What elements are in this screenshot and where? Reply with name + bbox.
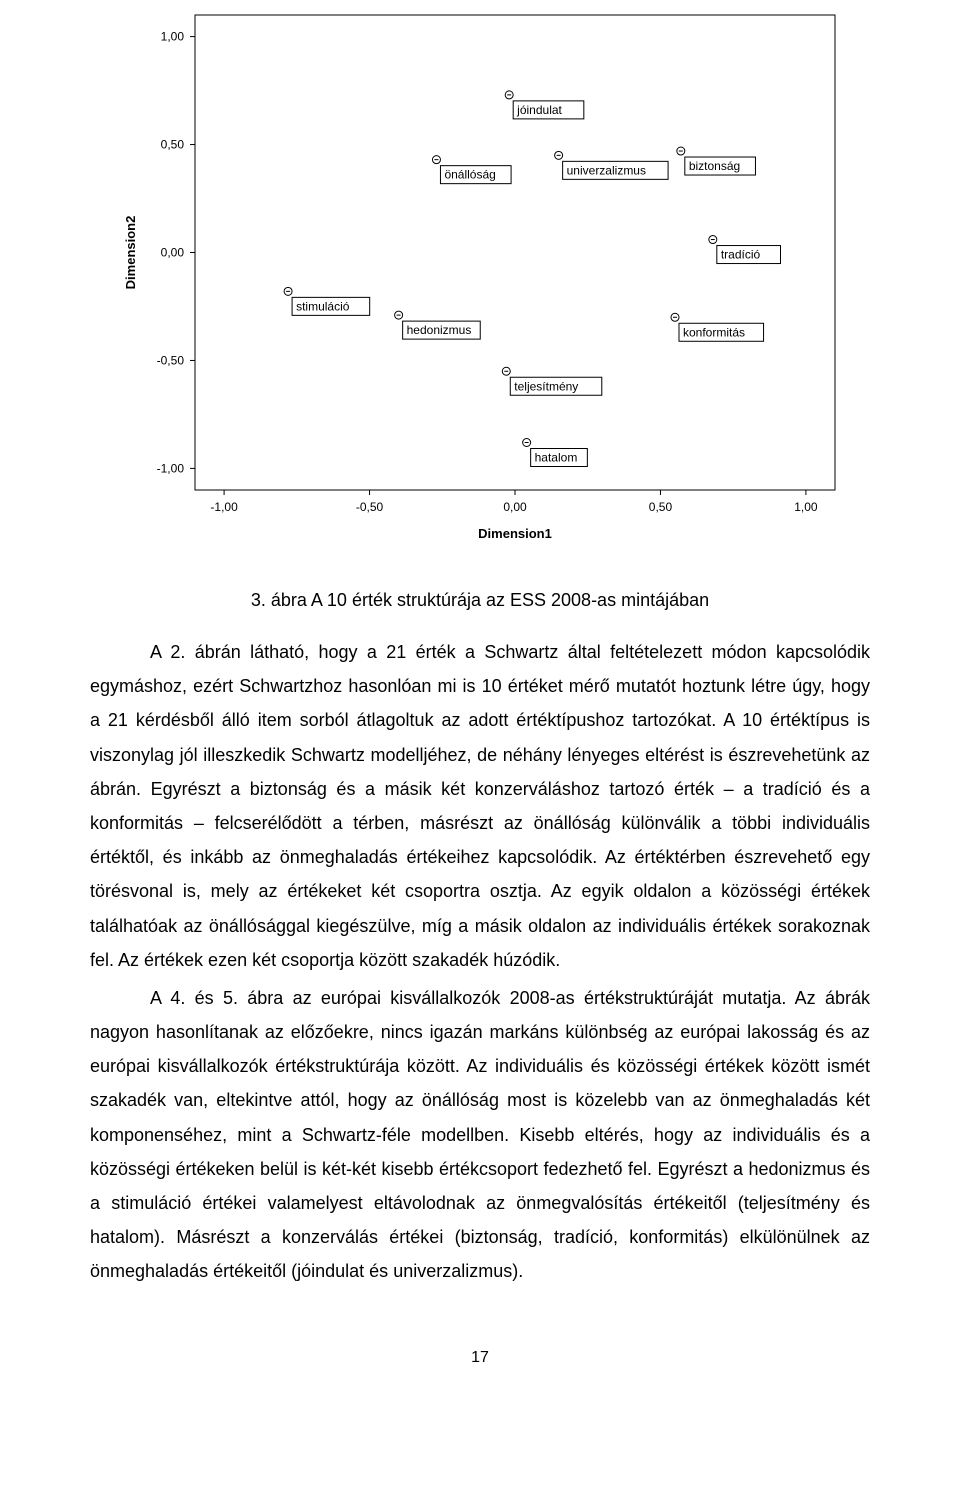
svg-text:tradíció: tradíció xyxy=(721,248,761,262)
figure-caption: 3. ábra A 10 érték struktúrája az ESS 20… xyxy=(90,590,870,611)
svg-text:-0,50: -0,50 xyxy=(356,500,384,514)
svg-text:1,00: 1,00 xyxy=(161,30,185,44)
chart-svg: -1,00 -0,50 0,00 0,50 1,00 -1,00 -0,50 0,00 0,50… xyxy=(100,0,860,560)
svg-text:önállóság: önállóság xyxy=(444,168,495,182)
svg-text:jóindulat: jóindulat xyxy=(516,103,562,117)
body-text: A 2. ábrán látható, hogy a 21 érték a Sc… xyxy=(90,635,870,1289)
svg-text:0,50: 0,50 xyxy=(161,138,185,152)
svg-text:1,00: 1,00 xyxy=(794,500,818,514)
svg-text:0,00: 0,00 xyxy=(161,246,185,260)
svg-text:-1,00: -1,00 xyxy=(157,461,185,475)
svg-text:Dimension2: Dimension2 xyxy=(123,216,138,290)
svg-text:biztonság: biztonság xyxy=(689,159,740,173)
svg-text:0,50: 0,50 xyxy=(649,500,673,514)
svg-text:teljesítmény: teljesítmény xyxy=(514,379,578,393)
svg-text:stimuláció: stimuláció xyxy=(296,299,350,313)
svg-text:univerzalizmus: univerzalizmus xyxy=(567,163,646,177)
page-number: 17 xyxy=(90,1349,870,1367)
paragraph: A 2. ábrán látható, hogy a 21 érték a Sc… xyxy=(90,635,870,977)
document-page: -1,00 -0,50 0,00 0,50 1,00 -1,00 -0,50 0,00 0,50… xyxy=(0,0,960,1427)
svg-text:0,00: 0,00 xyxy=(503,500,527,514)
svg-text:Dimension1: Dimension1 xyxy=(478,526,552,541)
svg-text:konformitás: konformitás xyxy=(683,325,745,339)
paragraph: A 4. és 5. ábra az európai kisvállalkozó… xyxy=(90,981,870,1289)
scatter-chart: -1,00 -0,50 0,00 0,50 1,00 -1,00 -0,50 0,00 0,50… xyxy=(100,0,860,560)
svg-text:hatalom: hatalom xyxy=(535,451,578,465)
svg-text:hedonizmus: hedonizmus xyxy=(407,323,472,337)
svg-text:-0,50: -0,50 xyxy=(157,353,185,367)
svg-text:-1,00: -1,00 xyxy=(210,500,238,514)
